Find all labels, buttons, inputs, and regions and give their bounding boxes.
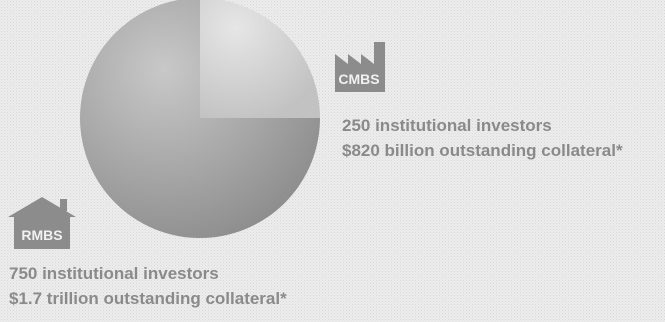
cmbs-collateral-text: $820 billion outstanding collateral* (342, 140, 623, 160)
rmbs-info: 750 institutional investors $1.7 trillio… (9, 262, 287, 311)
cmbs-investors-text: 250 institutional investors (342, 116, 552, 135)
house-icon: RMBS (8, 197, 76, 249)
rmbs-investors-text: 750 institutional investors (9, 264, 219, 283)
cmbs-badge-label: CMBS (338, 71, 379, 87)
pie-slice-rmbs (80, 0, 320, 238)
rmbs-badge-label: RMBS (21, 227, 62, 243)
cmbs-info: 250 institutional investors $820 billion… (342, 114, 623, 163)
factory-icon: CMBS (335, 42, 385, 92)
pie-slice-cmbs (200, 0, 320, 118)
rmbs-collateral-text: $1.7 trillion outstanding collateral* (9, 288, 287, 308)
